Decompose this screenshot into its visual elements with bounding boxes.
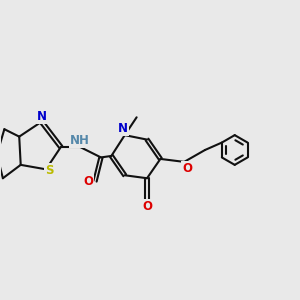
Text: NH: NH — [70, 134, 90, 147]
Text: N: N — [37, 110, 46, 123]
Text: S: S — [45, 164, 53, 177]
Text: O: O — [182, 162, 192, 175]
Text: O: O — [83, 175, 94, 188]
Text: O: O — [142, 200, 152, 213]
Text: N: N — [118, 122, 128, 135]
